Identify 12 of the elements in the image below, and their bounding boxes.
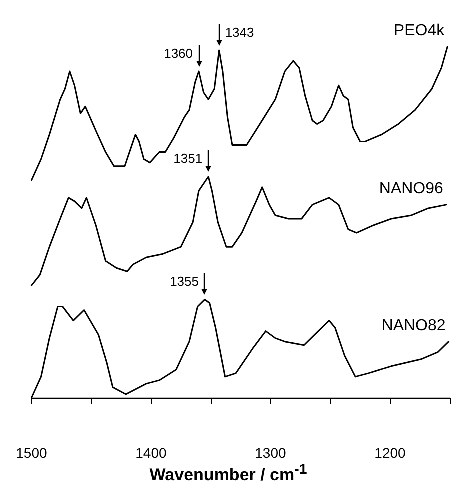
x-tick-label: 1300	[255, 445, 287, 461]
annotation: 1343	[225, 24, 254, 40]
annotation: 1355	[170, 274, 199, 289]
x-tick-label: 1500	[16, 445, 48, 461]
x-axis-title: Wavenumber / cm$^{-1}$	[148, 462, 308, 486]
annotation: 1360	[164, 46, 194, 61]
series-label: PEO4k	[394, 22, 446, 40]
series-label: NANO96	[379, 180, 444, 198]
x-tick-label: 1200	[374, 445, 406, 461]
x-tick-label: 1400	[136, 445, 167, 461]
annotation: 1351	[174, 150, 203, 166]
series-label: NANO82	[382, 317, 446, 334]
